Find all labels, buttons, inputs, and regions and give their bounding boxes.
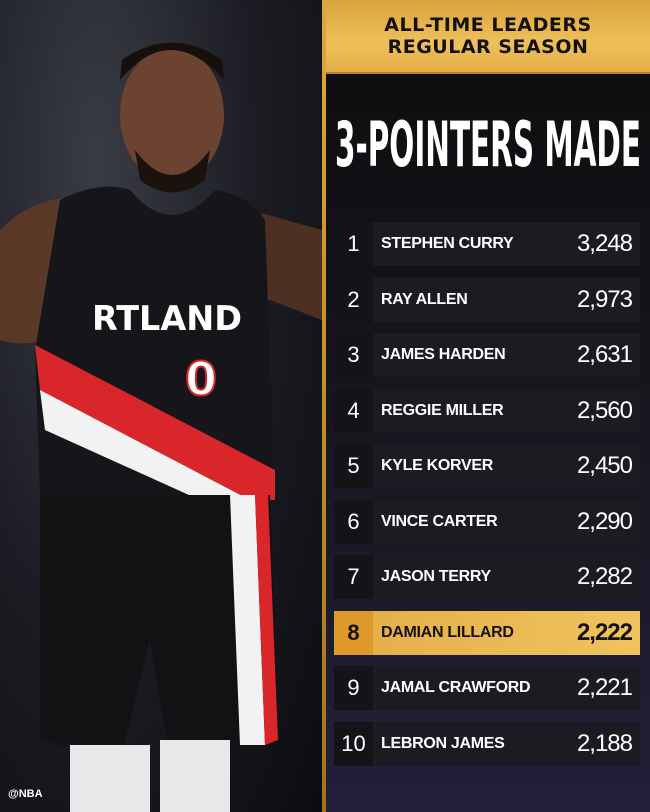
rank: 10: [334, 721, 373, 766]
player-name: JAMAL CRAWFORD: [381, 679, 531, 696]
player-name: REGGIE MILLER: [381, 401, 504, 419]
rank-number: 2: [347, 286, 360, 312]
three-pointers-made: 2,221: [576, 674, 633, 701]
rank: 5: [334, 444, 373, 488]
player-name: LEBRON JAMES: [381, 734, 505, 752]
leader-row: 5 KYLE KORVER 2,450: [334, 444, 640, 488]
rank-number: 8: [347, 619, 360, 645]
rank-number: 1: [347, 231, 360, 256]
rank-number: 3: [347, 342, 360, 367]
rank: 8: [334, 610, 373, 655]
player-name: JASON TERRY: [381, 568, 491, 585]
rank-number: 6: [347, 508, 360, 534]
player-name: VINCE CARTER: [381, 512, 498, 530]
three-pointers-made: 3,248: [576, 230, 633, 257]
rank-number: 5: [347, 453, 360, 478]
rank-number: 9: [347, 675, 360, 700]
rank: 2: [334, 277, 373, 322]
header-line-1: ALL-TIME LEADERS: [384, 14, 592, 36]
gold-divider: [322, 0, 326, 812]
three-pointers-made: 2,631: [576, 341, 633, 368]
header-banner: ALL-TIME LEADERS REGULAR SEASON: [326, 0, 650, 74]
player-name: KYLE KORVER: [381, 457, 493, 474]
nba-watermark: @NBA: [8, 788, 43, 800]
three-pointers-made: 2,188: [576, 729, 633, 757]
three-pointers-made: 2,973: [576, 285, 633, 313]
rank: 6: [334, 499, 373, 544]
rank: 4: [334, 388, 373, 433]
three-pointers-made: 2,282: [576, 563, 633, 590]
rank: 3: [334, 333, 373, 377]
rank: 1: [334, 222, 373, 266]
header-line-2: REGULAR SEASON: [387, 36, 589, 58]
leader-row: 10 LEBRON JAMES 2,188: [334, 721, 640, 766]
leader-row: 7 JASON TERRY 2,282: [334, 555, 640, 599]
three-pointers-made: 2,450: [576, 452, 633, 479]
player-name: JAMES HARDEN: [381, 346, 506, 363]
stat-title-wrap: 3-POINTERS MADE: [335, 108, 641, 176]
three-pointers-made: 2,290: [576, 507, 633, 535]
jersey-text: RTLAND: [92, 299, 242, 339]
three-pointers-made: 2,222: [576, 618, 633, 646]
leader-row: 9 JAMAL CRAWFORD 2,221: [334, 666, 640, 710]
rank: 9: [334, 666, 373, 710]
leader-row: 4 REGGIE MILLER 2,560: [334, 388, 640, 433]
leader-row: 3 JAMES HARDEN 2,631: [334, 333, 640, 377]
rank: 7: [334, 555, 373, 599]
rank-number: 10: [341, 730, 366, 756]
player-name: STEPHEN CURRY: [381, 235, 514, 252]
three-pointers-made: 2,560: [576, 396, 633, 424]
leader-row: 1 STEPHEN CURRY 3,248: [334, 222, 640, 266]
rank-number: 4: [347, 397, 360, 423]
leader-row-highlighted: 8 DAMIAN LILLARD 2,222: [334, 610, 640, 655]
leaders-panel: ALL-TIME LEADERS REGULAR SEASON 3-POINTE…: [326, 0, 650, 812]
player-name: RAY ALLEN: [381, 290, 468, 308]
jersey-number: 0: [185, 352, 217, 406]
stat-title: 3-POINTERS MADE: [335, 108, 641, 176]
leader-row: 2 RAY ALLEN 2,973: [334, 277, 640, 322]
player-photo: RTLAND 0 @NBA: [0, 0, 322, 812]
leader-row: 6 VINCE CARTER 2,290: [334, 499, 640, 544]
rank-number: 7: [347, 564, 360, 589]
player-name: DAMIAN LILLARD: [381, 623, 514, 641]
